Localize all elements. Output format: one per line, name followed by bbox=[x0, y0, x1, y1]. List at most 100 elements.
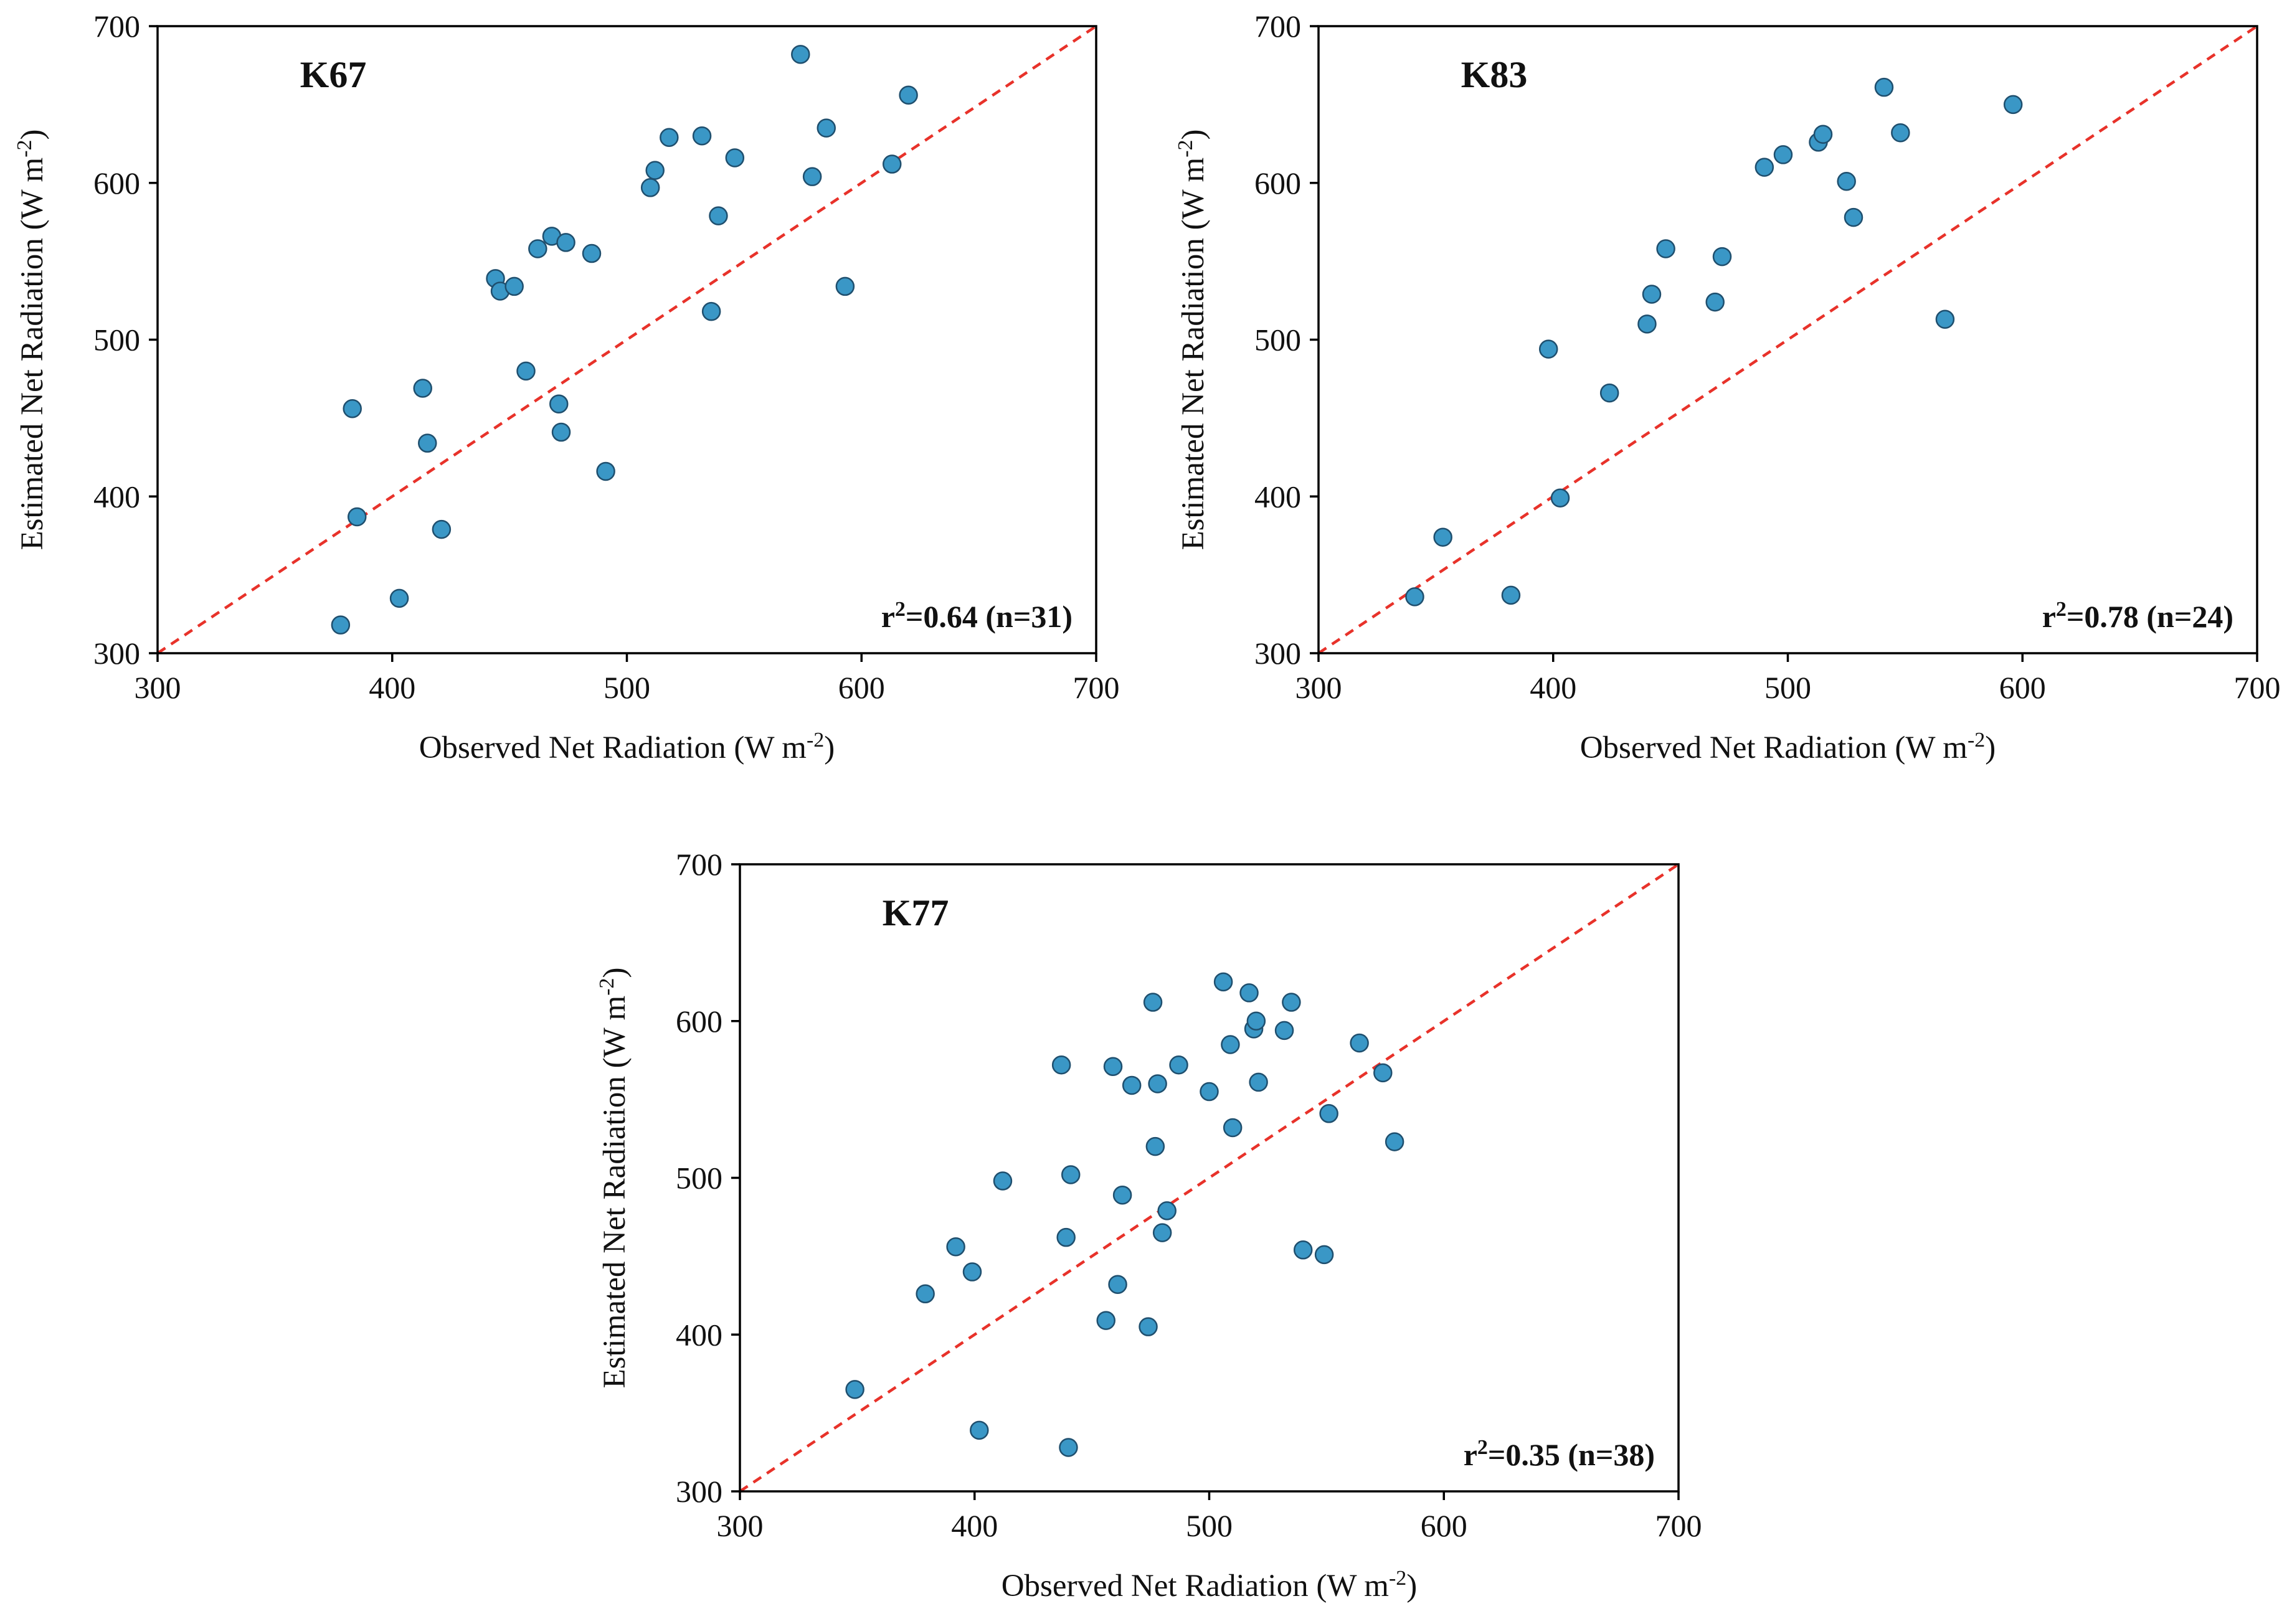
r-squared-symbol: r bbox=[881, 599, 895, 634]
one-to-one-reference-line bbox=[156, 25, 1097, 654]
data-point bbox=[1501, 585, 1521, 605]
data-point bbox=[1813, 125, 1833, 144]
data-point bbox=[899, 85, 918, 105]
x-tick-label: 600 bbox=[838, 670, 885, 705]
y-tick-label: 300 bbox=[93, 636, 140, 671]
data-point bbox=[1061, 1165, 1081, 1184]
data-point bbox=[1148, 1074, 1167, 1093]
data-point bbox=[1169, 1055, 1188, 1075]
panel-title: K83 bbox=[1461, 54, 1528, 95]
y-axis-title-text: Estimated Net Radiation (W m bbox=[15, 158, 50, 550]
y-axis-unit-exponent: -2 bbox=[1174, 139, 1197, 157]
data-point bbox=[1059, 1438, 1078, 1457]
x-tick-label: 300 bbox=[135, 670, 181, 705]
y-tick-label: 600 bbox=[93, 166, 140, 201]
x-tick-label: 500 bbox=[1186, 1508, 1233, 1543]
data-point bbox=[791, 45, 810, 64]
x-tick-label: 700 bbox=[2234, 670, 2281, 705]
data-point bbox=[418, 433, 437, 453]
x-tick-label: 500 bbox=[1764, 670, 1811, 705]
data-point bbox=[692, 126, 712, 146]
data-point bbox=[916, 1284, 935, 1304]
data-point bbox=[1874, 77, 1894, 97]
data-point bbox=[1637, 314, 1657, 334]
data-point bbox=[1705, 292, 1725, 312]
data-point bbox=[1538, 339, 1558, 359]
x-tick-label: 300 bbox=[1295, 670, 1342, 705]
data-point bbox=[882, 154, 902, 174]
x-axis-title: Observed Net Radiation (W m-2) bbox=[1002, 1567, 1418, 1604]
data-point bbox=[516, 361, 536, 381]
data-point bbox=[1405, 587, 1424, 607]
data-point bbox=[1051, 1055, 1071, 1075]
data-point bbox=[528, 239, 547, 258]
data-point bbox=[551, 422, 571, 442]
data-point bbox=[817, 118, 836, 138]
data-point bbox=[725, 148, 745, 168]
r-squared-annotation: r2=0.35 (n=38) bbox=[1464, 1436, 1655, 1473]
x-axis-unit-exponent: -2 bbox=[1968, 729, 1985, 752]
r-squared-value: =0.35 (n=38) bbox=[1488, 1437, 1655, 1472]
one-to-one-reference-line bbox=[739, 863, 1680, 1493]
data-point bbox=[549, 394, 569, 413]
data-point bbox=[1433, 527, 1452, 547]
data-point bbox=[504, 276, 524, 296]
data-point bbox=[845, 1380, 864, 1399]
data-point bbox=[802, 167, 822, 186]
x-axis-unit-exponent: -2 bbox=[807, 729, 824, 752]
scatter-panel-k83: 300 400 500 600 700 300 400 500 600 700 K83 r2=0.78… bbox=[1174, 9, 2281, 765]
x-axis-title: Observed Net Radiation (W m-2) bbox=[1580, 729, 1996, 766]
data-point bbox=[1152, 1223, 1172, 1242]
y-axis-unit-exponent: -2 bbox=[595, 978, 618, 995]
data-point bbox=[1122, 1075, 1142, 1095]
data-point bbox=[993, 1171, 1013, 1191]
y-axis-title: Estimated Net Radiation (W m-2) bbox=[595, 967, 633, 1388]
y-tick-label: 700 bbox=[93, 9, 140, 44]
x-axis-unit-exponent: -2 bbox=[1389, 1567, 1406, 1590]
data-point bbox=[1891, 123, 1910, 143]
x-tick-label: 700 bbox=[1655, 1508, 1702, 1543]
x-tick-label: 500 bbox=[604, 670, 650, 705]
data-point bbox=[347, 507, 367, 527]
y-tick-label: 300 bbox=[676, 1474, 722, 1509]
data-point bbox=[645, 161, 665, 180]
y-tick-label: 300 bbox=[1254, 636, 1301, 671]
data-point bbox=[1223, 1118, 1243, 1138]
y-tick-label: 700 bbox=[1254, 9, 1301, 44]
data-point bbox=[1642, 285, 1662, 304]
data-point bbox=[1246, 1011, 1266, 1031]
data-point bbox=[389, 588, 409, 608]
data-point bbox=[709, 206, 728, 225]
y-tick-label: 700 bbox=[676, 847, 722, 882]
data-point bbox=[640, 178, 660, 197]
data-point bbox=[1314, 1245, 1334, 1265]
r-squared-annotation: r2=0.64 (n=31) bbox=[881, 598, 1073, 635]
r-squared-exponent: 2 bbox=[2056, 598, 2067, 621]
data-point bbox=[1145, 1136, 1165, 1156]
y-axis-title-text: Estimated Net Radiation (W m bbox=[1176, 158, 1211, 550]
x-tick-label: 600 bbox=[1421, 1508, 1467, 1543]
r-squared-annotation: r2=0.78 (n=24) bbox=[2042, 598, 2233, 635]
scatter-panel-k67: 300 400 500 600 700 300 400 500 600 700 K67 r2=0.64… bbox=[13, 9, 1120, 765]
x-tick-label: 300 bbox=[717, 1508, 764, 1543]
x-axis-title-close: ) bbox=[1985, 730, 1996, 765]
y-tick-label: 400 bbox=[676, 1317, 722, 1352]
data-point bbox=[1935, 309, 1955, 329]
panel-title: K67 bbox=[300, 54, 367, 95]
data-point bbox=[1599, 383, 1619, 403]
data-point bbox=[1200, 1082, 1219, 1102]
data-point bbox=[1143, 993, 1163, 1012]
data-point bbox=[1350, 1033, 1369, 1053]
y-axis-title: Estimated Net Radiation (W m-2) bbox=[1174, 129, 1211, 550]
data-point bbox=[1103, 1057, 1123, 1077]
data-point bbox=[331, 615, 351, 635]
y-axis-unit-exponent: -2 bbox=[13, 139, 36, 157]
x-axis-title-text: Observed Net Radiation (W m bbox=[1580, 730, 1968, 765]
x-tick-label: 700 bbox=[1073, 670, 1120, 705]
r-squared-exponent: 2 bbox=[1477, 1436, 1488, 1459]
data-point bbox=[1373, 1063, 1393, 1083]
data-point bbox=[596, 461, 615, 481]
y-tick-label: 600 bbox=[676, 1004, 722, 1039]
panel-title: K77 bbox=[883, 892, 949, 933]
